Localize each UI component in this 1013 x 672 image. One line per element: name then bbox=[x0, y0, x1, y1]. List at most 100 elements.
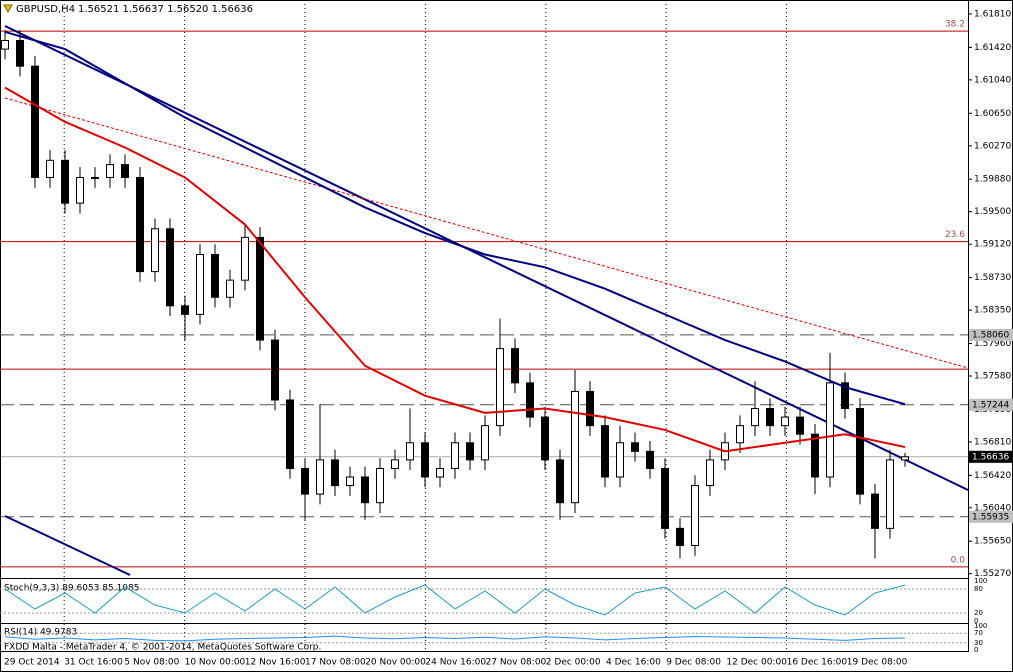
candle-body bbox=[481, 425, 489, 461]
candle-body bbox=[811, 433, 819, 478]
candle-body bbox=[511, 348, 519, 384]
y-tick-label: 1.61420 bbox=[974, 43, 1011, 53]
x-tick-label: 24 Nov 16:00 bbox=[425, 658, 486, 668]
moving-average bbox=[4, 86, 906, 453]
stoch-line bbox=[4, 584, 906, 616]
candle-body bbox=[646, 450, 654, 469]
y-tick-label: 1.56810 bbox=[974, 437, 1011, 447]
candle-body bbox=[706, 459, 714, 487]
last-price-label: 1.56636 bbox=[972, 452, 1009, 462]
level-box bbox=[969, 510, 1013, 523]
candle-body bbox=[376, 467, 384, 504]
y-tick-label: 100 bbox=[974, 622, 987, 630]
y-tick-label: 1.57580 bbox=[974, 372, 1011, 382]
candle-body bbox=[1, 40, 9, 50]
y-tick-label: 1.59500 bbox=[974, 207, 1011, 217]
level-label: 1.58060 bbox=[972, 330, 1009, 340]
candle-body bbox=[526, 382, 534, 418]
y-tick-label: 1.55650 bbox=[974, 537, 1011, 547]
plot-layer bbox=[1, 30, 909, 559]
candle-body bbox=[856, 408, 864, 495]
candle-body bbox=[766, 408, 774, 427]
candle-body bbox=[241, 236, 249, 281]
x-tick-label: 27 Nov 08:00 bbox=[486, 658, 547, 668]
y-tick-label: 1.55270 bbox=[974, 569, 1011, 579]
moving-average bbox=[4, 30, 906, 406]
candle-body bbox=[391, 459, 399, 469]
y-tick-label: 70 bbox=[974, 629, 983, 637]
candle-body bbox=[571, 390, 579, 504]
x-tick-label: 16 Dec 16:00 bbox=[787, 658, 848, 668]
candle-body bbox=[196, 253, 204, 315]
candle-body bbox=[601, 425, 609, 478]
candle-body bbox=[436, 467, 444, 478]
candle-body bbox=[361, 476, 369, 504]
status-text: FXDD Malta - MetaTrader 4, © 2001-2014, … bbox=[4, 643, 321, 653]
candle-body bbox=[406, 442, 414, 461]
x-tick-label: 5 Nov 08:00 bbox=[124, 658, 179, 668]
candle-body bbox=[871, 493, 879, 529]
last-price-box bbox=[969, 450, 1013, 463]
candle-body bbox=[301, 467, 309, 495]
stoch-label: Stoch(9,3,3) 89.6053 85.1085 bbox=[4, 584, 139, 594]
y-tick-label: 80 bbox=[974, 585, 983, 593]
x-tick-label: 4 Dec 16:00 bbox=[606, 658, 661, 668]
x-tick-label: 19 Dec 08:00 bbox=[847, 658, 908, 668]
level-box bbox=[969, 328, 1013, 341]
candle-body bbox=[541, 416, 549, 461]
candle-body bbox=[226, 279, 234, 298]
level-box bbox=[969, 398, 1013, 411]
candle-body bbox=[586, 390, 594, 427]
candle-body bbox=[676, 527, 684, 546]
y-tick-label: 1.59880 bbox=[974, 175, 1011, 185]
fib-label: 38.2 bbox=[945, 20, 965, 30]
y-tick-label: 1.60270 bbox=[974, 141, 1011, 151]
candle-body bbox=[631, 442, 639, 452]
y-tick-label: 1.61810 bbox=[974, 9, 1011, 19]
y-tick-label: 1.57960 bbox=[974, 339, 1011, 349]
candle-body bbox=[421, 442, 429, 478]
candle-body bbox=[211, 253, 219, 298]
candle-body bbox=[796, 416, 804, 435]
candle-body bbox=[16, 40, 24, 67]
y-tick-label: 0 bbox=[974, 646, 978, 654]
candle-body bbox=[901, 456, 909, 461]
x-tick-label: 9 Dec 08:00 bbox=[666, 658, 721, 668]
x-tick-label: 2 Dec 00:00 bbox=[546, 658, 601, 668]
y-tick-label: 1.59120 bbox=[974, 240, 1011, 250]
x-tick-label: 20 Nov 00:00 bbox=[365, 658, 426, 668]
x-tick-label: 17 Nov 08:00 bbox=[305, 658, 366, 668]
level-label: 1.57244 bbox=[972, 400, 1009, 410]
y-tick-label: 0 bbox=[974, 617, 978, 625]
candle-body bbox=[286, 399, 294, 469]
candle-body bbox=[691, 485, 699, 546]
y-tick-label: 1.61040 bbox=[974, 75, 1011, 85]
candle-body bbox=[616, 442, 624, 478]
candle-body bbox=[181, 305, 189, 315]
candle-body bbox=[496, 348, 504, 427]
candle-body bbox=[346, 476, 354, 487]
x-tick-label: 29 Oct 2014 bbox=[4, 658, 60, 668]
ohlc-text: 1.56521 1.56637 1.56520 1.56636 bbox=[78, 4, 253, 15]
chart-title: GBPUSD,H4 bbox=[16, 4, 75, 15]
candle-body bbox=[31, 65, 39, 178]
candle-body bbox=[91, 176, 99, 179]
fib-label: 0.0 bbox=[951, 555, 966, 565]
y-tick-label: 30 bbox=[974, 639, 983, 647]
candle-body bbox=[556, 459, 564, 504]
x-tick-label: 12 Nov 16:00 bbox=[245, 658, 306, 668]
y-tick-label: 1.56040 bbox=[974, 503, 1011, 513]
candle-body bbox=[46, 159, 54, 178]
candle-body bbox=[61, 159, 69, 204]
candle-body bbox=[331, 459, 339, 487]
candle-body bbox=[256, 236, 264, 341]
x-tick-label: 31 Oct 16:00 bbox=[64, 658, 123, 668]
rsi-label: RSI(14) 49.9783 bbox=[4, 628, 77, 638]
candle-body bbox=[661, 467, 669, 529]
candle-body bbox=[781, 416, 789, 427]
x-tick-label: 12 Dec 00:00 bbox=[726, 658, 787, 668]
candle-body bbox=[736, 425, 744, 444]
rsi-line bbox=[4, 635, 906, 642]
